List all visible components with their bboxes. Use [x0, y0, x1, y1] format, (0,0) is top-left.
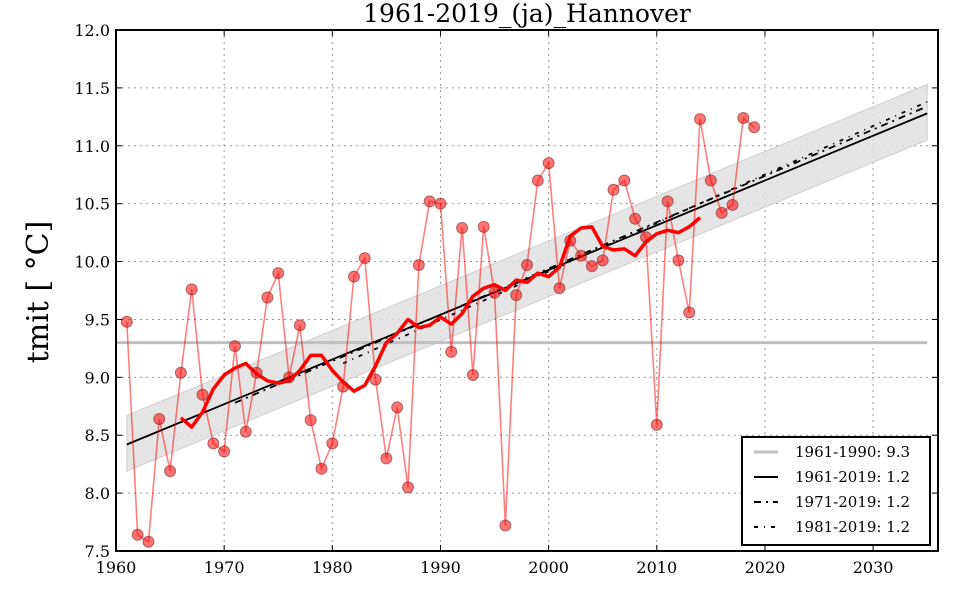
- data-point: [380, 452, 393, 465]
- data-point: [704, 174, 717, 187]
- data-point: [683, 306, 696, 319]
- data-point: [466, 369, 479, 382]
- legend-label: 1981-2019: 1.2: [795, 518, 910, 536]
- data-point: [564, 234, 577, 247]
- x-tick-label: 1960: [96, 558, 137, 577]
- data-point: [542, 157, 555, 170]
- y-tick-label: 12.0: [74, 21, 110, 40]
- data-point: [153, 413, 166, 426]
- data-point: [131, 528, 144, 541]
- series-lines: [116, 100, 928, 544]
- legend-label: 1971-2019: 1.2: [795, 493, 910, 511]
- data-point: [326, 437, 339, 450]
- data-point: [402, 481, 415, 494]
- data-point: [120, 315, 133, 328]
- chart-title: 1961-2019_(ja)_Hannover: [363, 0, 691, 28]
- data-point: [412, 259, 425, 272]
- data-point: [618, 174, 631, 187]
- x-tick-label: 2000: [528, 558, 569, 577]
- data-point: [715, 206, 728, 219]
- data-point: [672, 254, 685, 267]
- data-point: [575, 249, 588, 262]
- data-point: [283, 371, 296, 384]
- data-point: [369, 373, 382, 386]
- y-tick-label: 11.5: [74, 79, 110, 98]
- data-point: [499, 519, 512, 532]
- x-tick-label: 2030: [853, 558, 894, 577]
- legend-label: 1961-2019: 1.2: [795, 468, 910, 486]
- data-point: [358, 252, 371, 265]
- data-point: [585, 260, 598, 273]
- data-point: [304, 414, 317, 427]
- y-tick-label: 8.5: [85, 426, 110, 445]
- legend-label: 1961-1990: 9.3: [795, 443, 910, 461]
- data-point: [521, 259, 533, 272]
- y-tick-label: 9.5: [85, 310, 110, 329]
- data-point: [218, 445, 231, 458]
- data-point: [456, 221, 469, 234]
- data-point: [694, 113, 707, 126]
- data-point: [293, 319, 306, 332]
- data-point: [531, 174, 544, 187]
- x-tick-labels: 1960 1970 1980 1990 2000 2010 2020 2030: [96, 558, 894, 577]
- data-point: [239, 425, 252, 438]
- data-point: [185, 283, 198, 296]
- data-point: [391, 401, 404, 414]
- data-point: [315, 462, 328, 475]
- data-point: [650, 418, 663, 431]
- data-point: [228, 340, 241, 353]
- data-point: [726, 198, 739, 211]
- data-point: [553, 282, 566, 295]
- moving-average-line: [179, 216, 702, 429]
- data-point: [423, 195, 436, 208]
- plot-frame: [115, 29, 939, 552]
- data-point: [445, 345, 458, 358]
- data-point: [250, 366, 263, 379]
- data-point: [272, 267, 285, 280]
- data-point: [207, 437, 220, 450]
- axis-ticks: [115, 29, 938, 552]
- data-points: [120, 111, 761, 548]
- data-point: [261, 291, 274, 304]
- y-tick-labels: 7.5 8.0 8.5 9.0 9.5 10.0 10.5 11.0 11.5 12.0: [74, 21, 110, 561]
- x-tick-label: 1980: [312, 558, 353, 577]
- data-point: [607, 183, 620, 196]
- data-point: [661, 195, 674, 208]
- data-point: [434, 197, 447, 210]
- x-tick-label: 1970: [204, 558, 245, 577]
- trend-line-1961-2019: [126, 112, 928, 446]
- data-point: [629, 212, 642, 225]
- y-axis-label: tmit [ °C]: [21, 221, 56, 364]
- y-tick-label: 11.0: [74, 137, 110, 156]
- y-tick-label: 10.5: [74, 195, 110, 214]
- data-point: [174, 366, 187, 379]
- y-tick-label: 8.0: [85, 484, 110, 503]
- data-point: [639, 231, 652, 244]
- data-point: [477, 220, 490, 233]
- data-point: [596, 254, 609, 267]
- trend-line-1971-2019: [234, 105, 928, 404]
- data-point: [748, 121, 761, 134]
- data-point: [142, 535, 155, 548]
- data-point: [510, 289, 523, 302]
- data-point: [196, 388, 209, 401]
- x-tick-label: 2010: [636, 558, 677, 577]
- x-tick-label: 2020: [745, 558, 786, 577]
- data-point: [347, 270, 360, 283]
- x-tick-label: 1990: [420, 558, 461, 577]
- y-tick-label: 10.0: [74, 253, 110, 272]
- y-tick-label: 9.0: [85, 368, 110, 387]
- data-point: [337, 380, 350, 393]
- legend: 1961-1990: 9.3 1961-2019: 1.2 1971-2019:…: [741, 436, 931, 546]
- data-point: [488, 286, 501, 299]
- data-point: [164, 465, 177, 478]
- data-point: [737, 111, 750, 124]
- y-tick-label: 7.5: [85, 542, 110, 561]
